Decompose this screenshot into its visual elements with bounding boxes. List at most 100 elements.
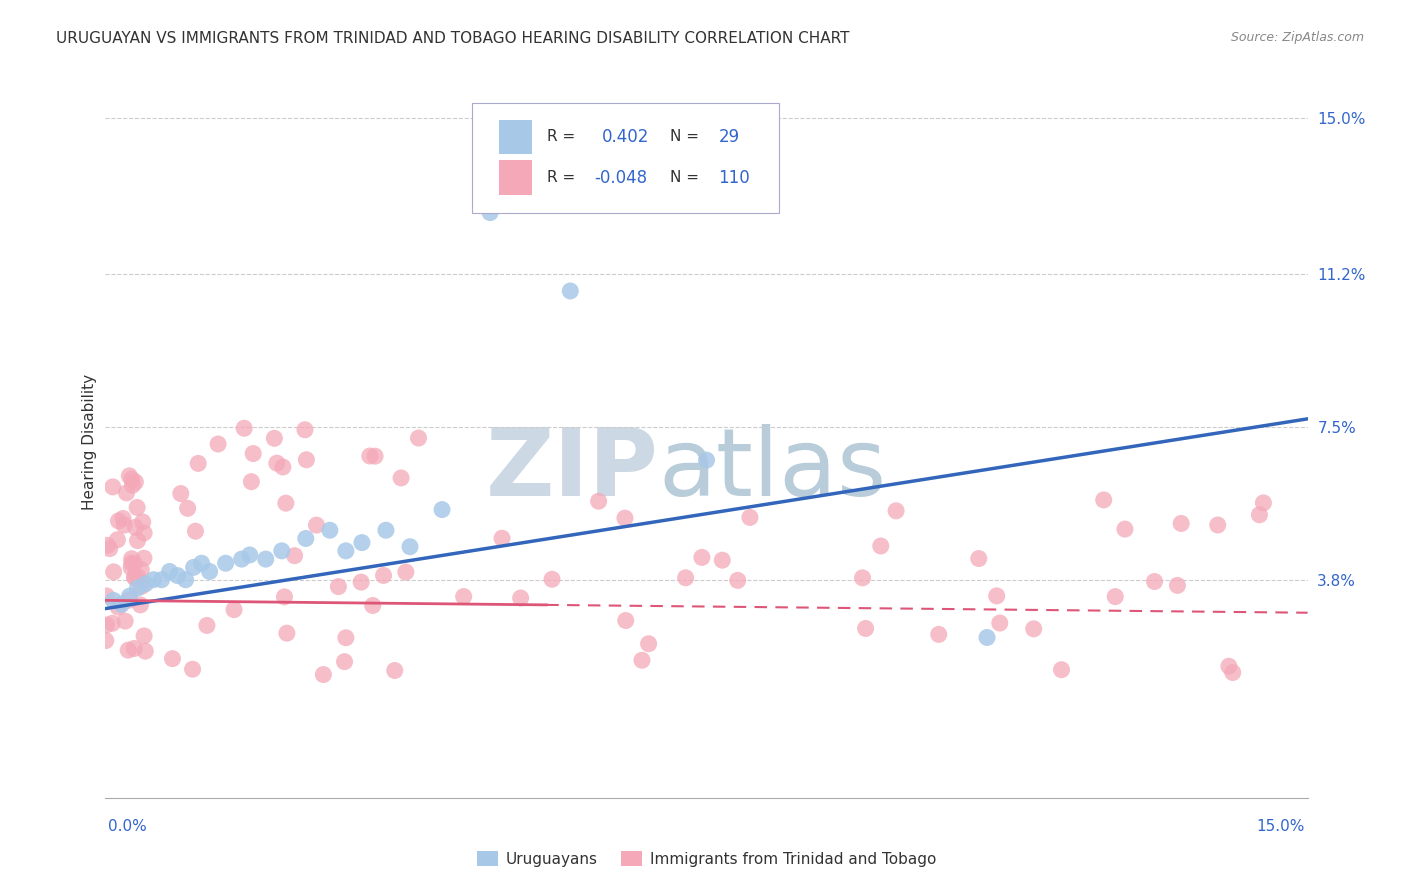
Point <box>263 431 285 445</box>
Point <box>361 599 384 613</box>
Point <box>711 553 734 567</box>
Point <box>121 551 143 566</box>
Point <box>101 616 124 631</box>
Point <box>1022 622 1045 636</box>
Point <box>319 523 342 537</box>
Point <box>295 532 318 546</box>
Point <box>107 533 129 547</box>
Point <box>727 574 749 588</box>
Point <box>117 643 139 657</box>
Text: URUGUAYAN VS IMMIGRANTS FROM TRINIDAD AND TOBAGO HEARING DISABILITY CORRELATION : URUGUAYAN VS IMMIGRANTS FROM TRINIDAD AN… <box>56 31 849 46</box>
Point <box>198 565 221 579</box>
Text: 29: 29 <box>718 128 740 145</box>
FancyBboxPatch shape <box>499 161 533 194</box>
Point <box>127 533 149 548</box>
Point <box>1222 665 1244 680</box>
Point <box>294 423 316 437</box>
Point <box>103 565 125 579</box>
Point <box>333 655 356 669</box>
Point <box>195 618 218 632</box>
Point <box>124 570 146 584</box>
Point <box>1249 508 1271 522</box>
Point <box>127 500 149 515</box>
Point <box>273 590 295 604</box>
Point <box>374 523 398 537</box>
Point <box>170 486 193 500</box>
Point <box>114 614 136 628</box>
FancyBboxPatch shape <box>499 120 533 154</box>
Point <box>124 475 146 489</box>
Point <box>305 518 328 533</box>
Point <box>328 580 350 594</box>
Text: 15.0%: 15.0% <box>1257 820 1305 834</box>
Y-axis label: Hearing Disability: Hearing Disability <box>82 374 97 509</box>
Point <box>121 478 143 492</box>
Point <box>118 468 141 483</box>
Point <box>350 575 373 590</box>
Point <box>350 535 373 549</box>
Text: R =: R = <box>547 170 575 185</box>
Text: N =: N = <box>671 129 699 145</box>
Point <box>988 615 1011 630</box>
Point <box>479 205 502 219</box>
Point <box>1114 522 1136 536</box>
Point <box>274 496 297 510</box>
Point <box>364 449 387 463</box>
Point <box>142 573 165 587</box>
Point <box>166 568 188 582</box>
Point <box>112 518 135 533</box>
Point <box>1166 578 1188 592</box>
Point <box>98 541 121 556</box>
Point <box>135 577 157 591</box>
Text: N =: N = <box>671 170 699 185</box>
Point <box>96 589 118 603</box>
Point <box>335 631 357 645</box>
Point <box>129 598 152 612</box>
Point <box>176 501 198 516</box>
Point <box>120 560 142 574</box>
Point <box>127 581 149 595</box>
Point <box>131 579 153 593</box>
Point <box>295 452 318 467</box>
Text: atlas: atlas <box>658 424 887 516</box>
Text: -0.048: -0.048 <box>595 169 648 186</box>
Point <box>928 627 950 641</box>
Point <box>207 437 229 451</box>
Point <box>384 664 406 678</box>
Point <box>1170 516 1192 531</box>
Text: R =: R = <box>547 129 575 145</box>
Point <box>118 589 141 603</box>
Text: ZIP: ZIP <box>485 424 658 516</box>
Point <box>1104 590 1126 604</box>
Point <box>986 589 1008 603</box>
Point <box>132 551 155 566</box>
Point <box>335 544 357 558</box>
Point <box>222 602 245 616</box>
Point <box>884 504 907 518</box>
Point <box>1253 496 1275 510</box>
Point <box>270 544 292 558</box>
FancyBboxPatch shape <box>472 103 779 213</box>
Point <box>675 571 697 585</box>
Point <box>127 570 149 584</box>
Point <box>430 502 453 516</box>
Point <box>869 539 891 553</box>
Point <box>312 667 335 681</box>
Point <box>233 421 256 435</box>
Point <box>112 511 135 525</box>
Point <box>266 456 288 470</box>
Point <box>101 480 124 494</box>
Point <box>132 629 155 643</box>
Point <box>190 556 212 570</box>
Point <box>121 556 143 570</box>
Point <box>399 540 422 554</box>
Point <box>110 598 132 612</box>
Point <box>150 573 173 587</box>
Point <box>159 565 181 579</box>
Text: 110: 110 <box>718 169 751 186</box>
Point <box>613 511 636 525</box>
Point <box>373 568 395 582</box>
Point <box>124 557 146 571</box>
Point <box>560 284 582 298</box>
Point <box>738 510 761 524</box>
